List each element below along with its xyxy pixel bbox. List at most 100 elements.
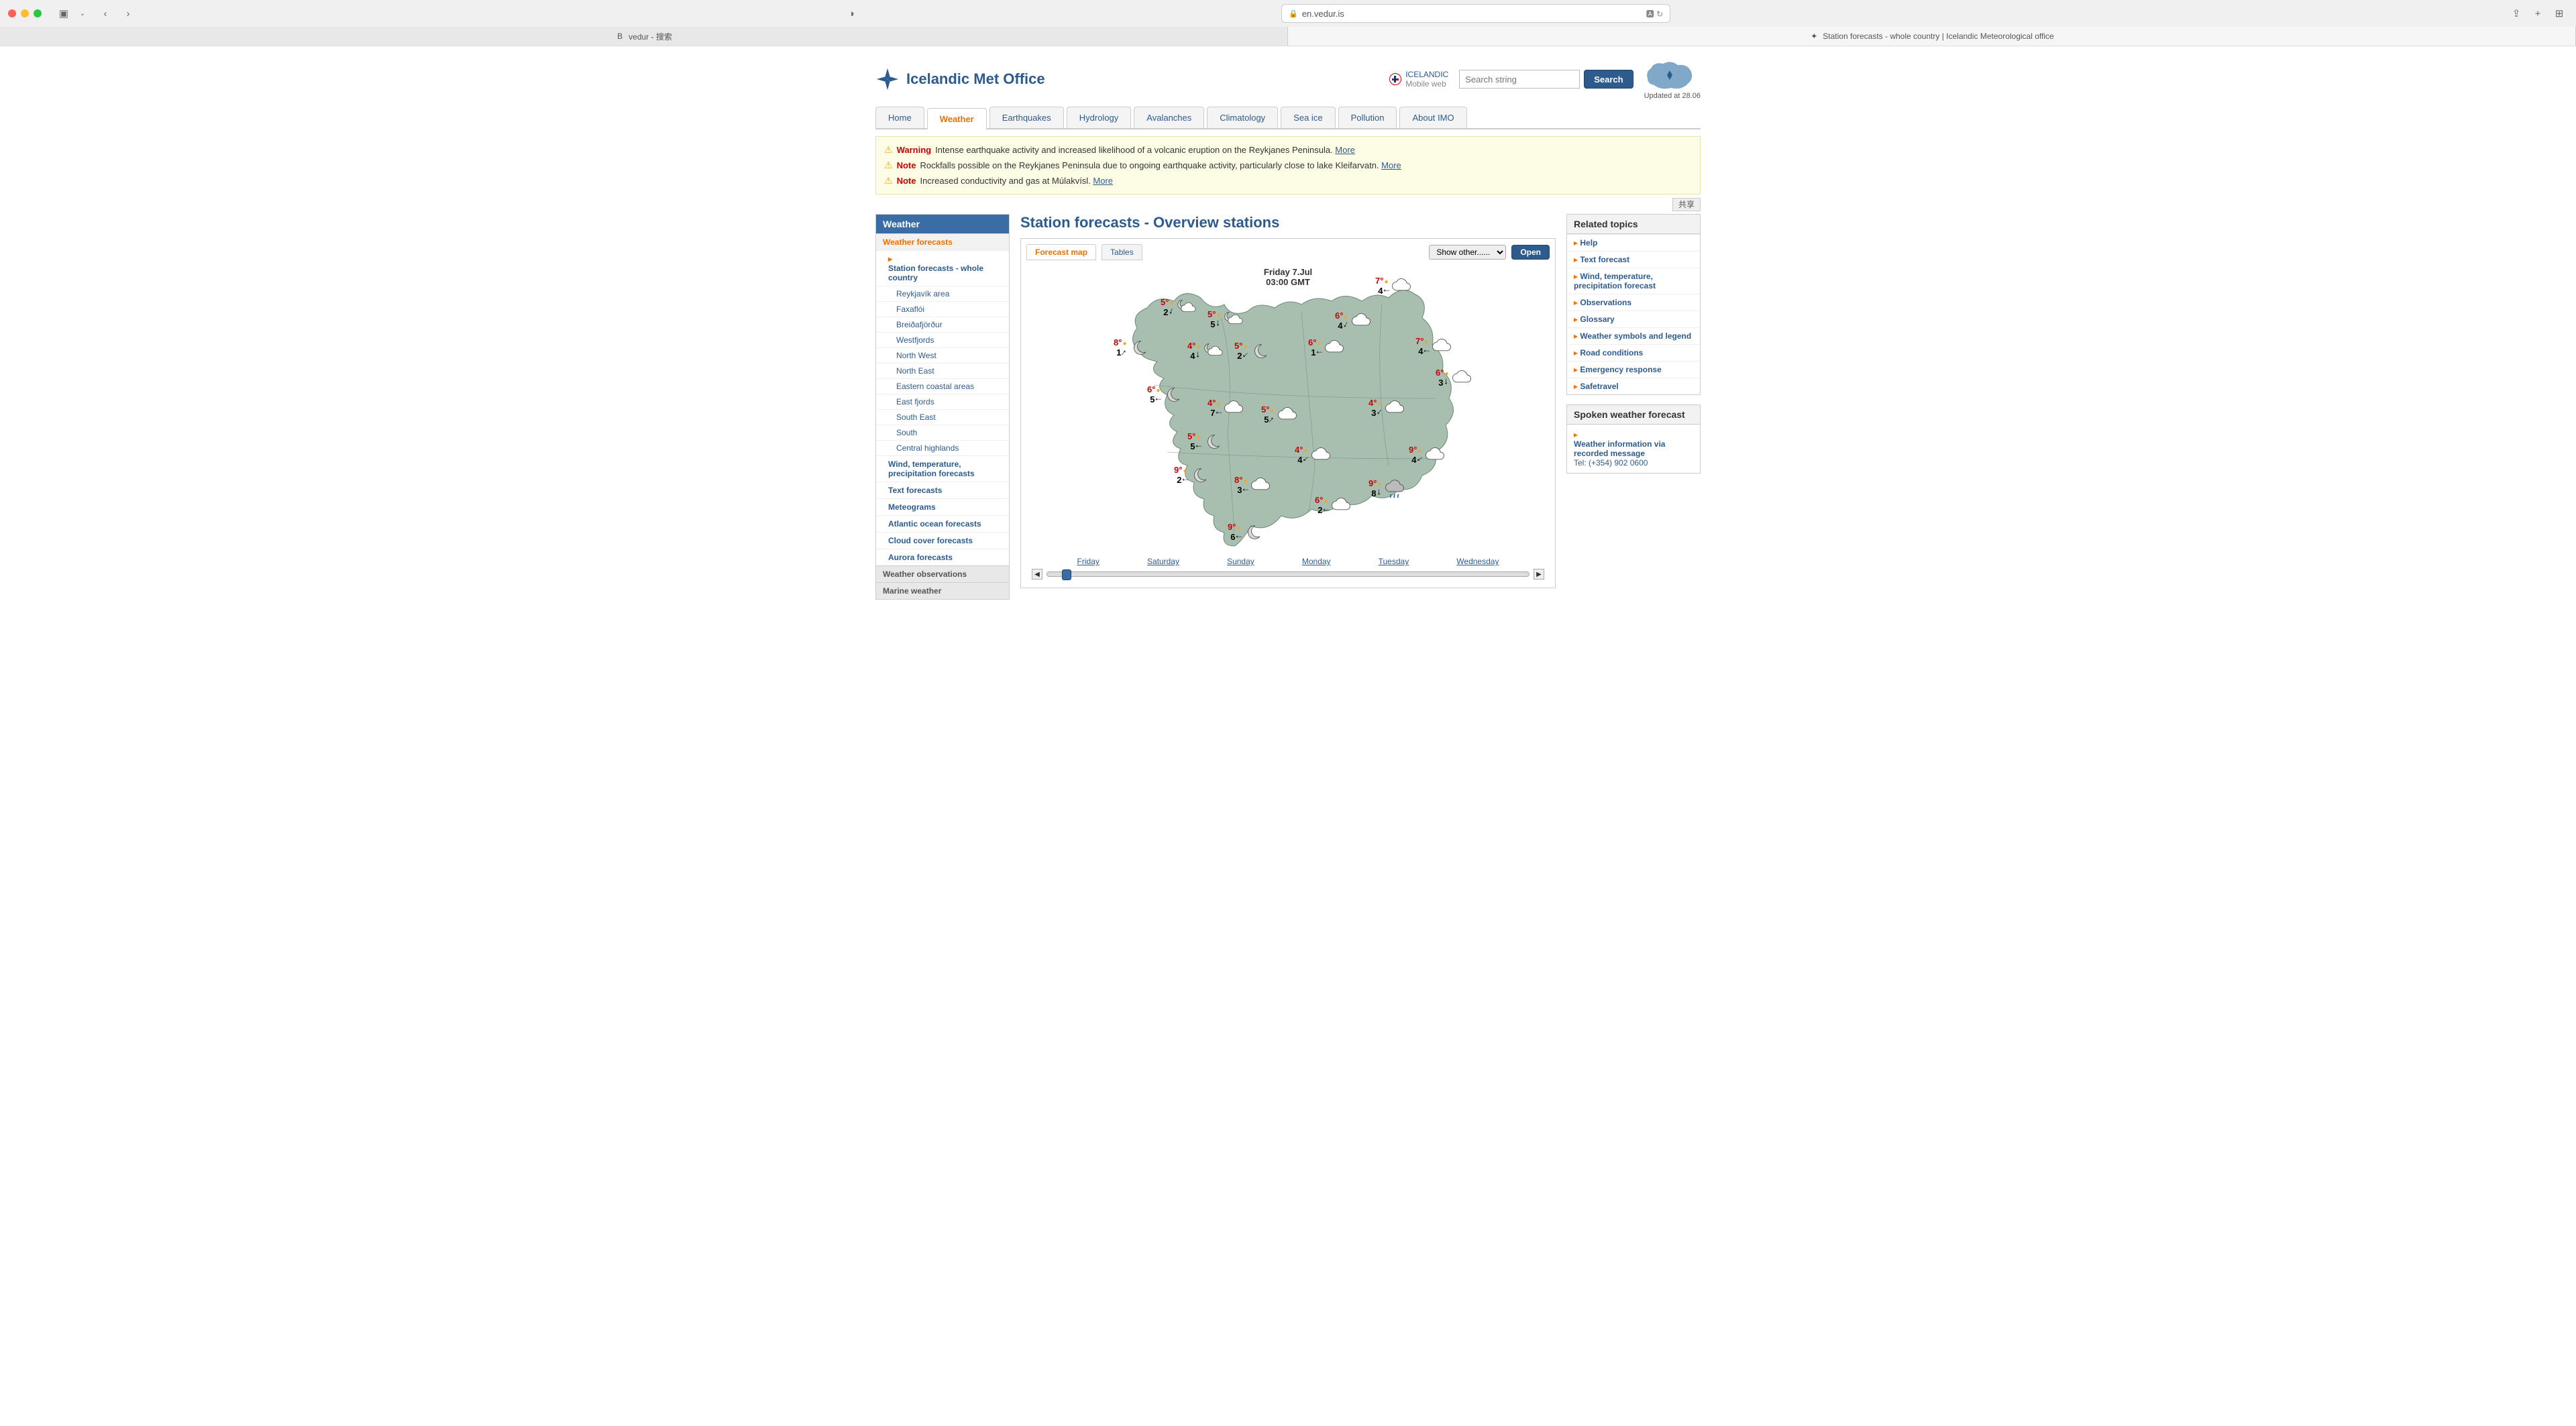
weather-station[interactable]: 5°● 2↑ (1234, 341, 1273, 360)
share-chip[interactable]: 共享 (1672, 198, 1701, 211)
mini-weather-map[interactable]: Updated at 28.06 (1644, 58, 1701, 100)
slider-thumb[interactable] (1062, 569, 1071, 580)
weather-station[interactable]: 5°● 5↑ (1208, 310, 1246, 329)
leftnav-item[interactable]: Eastern coastal areas (876, 378, 1009, 394)
leftnav-item[interactable]: South (876, 425, 1009, 440)
leftnav-item[interactable]: Faxaflói (876, 301, 1009, 317)
show-other-select[interactable]: Show other...... (1429, 245, 1506, 260)
day-link[interactable]: Saturday (1147, 557, 1179, 566)
leftnav-item[interactable]: Marine weather (876, 582, 1009, 599)
icelandic-link[interactable]: ICELANDIC (1405, 70, 1448, 79)
maximize-window-icon[interactable] (34, 9, 42, 17)
related-item[interactable]: Glossary (1567, 311, 1700, 327)
weather-station[interactable]: 4°● 3↑ (1368, 398, 1407, 417)
open-button[interactable]: Open (1511, 245, 1550, 260)
dropdown-chevron-icon[interactable]: ⌄ (74, 5, 91, 22)
leftnav-item[interactable]: Station forecasts - whole country (876, 250, 1009, 286)
close-window-icon[interactable] (8, 9, 16, 17)
day-link[interactable]: Monday (1302, 557, 1331, 566)
leftnav-item[interactable]: Central highlands (876, 440, 1009, 455)
weather-station[interactable]: 5°● 2↑ (1161, 298, 1199, 317)
weather-station[interactable]: 7°● 4↑ (1415, 337, 1454, 355)
alert-more-link[interactable]: More (1381, 160, 1401, 170)
shield-icon[interactable]: ◑ (843, 5, 860, 22)
alert-more-link[interactable]: More (1335, 145, 1355, 155)
leftnav-item[interactable]: Weather observations (876, 565, 1009, 582)
day-link[interactable]: Wednesday (1456, 557, 1499, 566)
minimize-window-icon[interactable] (21, 9, 29, 17)
weather-station[interactable]: 4°● 4↑ (1295, 445, 1333, 464)
leftnav-item[interactable]: Wind, temperature, precipitation forecas… (876, 455, 1009, 482)
forward-button[interactable]: › (119, 5, 137, 22)
weather-station[interactable]: 6°● 3↑ (1436, 368, 1474, 387)
translate-icon[interactable]: 🅰 ↻ (1646, 8, 1663, 19)
leftnav-item[interactable]: Cloud cover forecasts (876, 532, 1009, 549)
weather-station[interactable]: 6°● 5↑ (1147, 385, 1185, 404)
mainnav-item[interactable]: Hydrology (1067, 107, 1132, 128)
related-item[interactable]: Road conditions (1567, 344, 1700, 361)
tabs-overview-icon[interactable]: ⊞ (2551, 5, 2568, 22)
mainnav-item[interactable]: Pollution (1338, 107, 1397, 128)
language-switch[interactable]: ICELANDIC Mobile web (1389, 70, 1448, 89)
weather-station[interactable]: 8°● 1↑ (1114, 338, 1152, 357)
weather-station[interactable]: 7°● 4↑ (1375, 276, 1413, 295)
leftnav-item[interactable]: Reykjavík area (876, 286, 1009, 301)
day-link[interactable]: Sunday (1227, 557, 1254, 566)
mainnav-item[interactable]: Weather (927, 108, 987, 129)
slider-next-icon[interactable]: ▶ (1534, 569, 1544, 580)
weather-station[interactable]: 9°● 4↑ (1409, 445, 1447, 464)
leftnav-item[interactable]: Westfjords (876, 332, 1009, 347)
weather-station[interactable]: 8°● 3↑ (1234, 476, 1273, 494)
leftnav-item[interactable]: Meteograms (876, 498, 1009, 515)
mobile-web-link[interactable]: Mobile web (1405, 79, 1448, 89)
weather-station[interactable]: 5°● 5↑ (1187, 432, 1226, 451)
weather-station[interactable]: 6°● 4↑ (1335, 311, 1373, 330)
weather-station[interactable]: 6°● 2↑ (1315, 496, 1353, 514)
day-link[interactable]: Friday (1077, 557, 1099, 566)
leftnav-item[interactable]: East fjords (876, 394, 1009, 409)
weather-station[interactable]: 9°● 2↑ (1174, 465, 1212, 484)
weather-station[interactable]: 5°● 5↑ (1261, 405, 1299, 424)
back-button[interactable]: ‹ (97, 5, 114, 22)
spoken-info[interactable]: Weather information via recorded message… (1567, 425, 1700, 473)
related-item[interactable]: Help (1567, 234, 1700, 251)
slider-track[interactable] (1046, 571, 1529, 577)
leftnav-item[interactable]: Weather forecasts (876, 233, 1009, 250)
map-tab[interactable]: Tables (1102, 244, 1142, 260)
weather-station[interactable]: 9°● 6↑ (1228, 523, 1266, 541)
alert-more-link[interactable]: More (1093, 176, 1113, 186)
sidebar-toggle-icon[interactable]: ▣ (55, 5, 72, 22)
weather-station[interactable]: 6°● 1↑ (1308, 338, 1346, 357)
mainnav-item[interactable]: Avalanches (1134, 107, 1204, 128)
site-logo[interactable]: Icelandic Met Office (875, 67, 1045, 91)
address-bar[interactable]: 🔒 en.vedur.is 🅰 ↻ (1281, 4, 1670, 23)
related-item[interactable]: Weather symbols and legend (1567, 327, 1700, 344)
search-button[interactable]: Search (1584, 70, 1633, 89)
day-link[interactable]: Tuesday (1379, 557, 1409, 566)
weather-station[interactable]: 9°● 8↑ (1368, 479, 1407, 498)
mainnav-item[interactable]: Sea ice (1281, 107, 1335, 128)
mainnav-item[interactable]: About IMO (1399, 107, 1466, 128)
leftnav-item[interactable]: Breiðafjörður (876, 317, 1009, 332)
related-item[interactable]: Observations (1567, 294, 1700, 311)
time-slider[interactable]: ◀ ▶ (1026, 566, 1550, 582)
related-item[interactable]: Text forecast (1567, 251, 1700, 268)
leftnav-item[interactable]: Atlantic ocean forecasts (876, 515, 1009, 532)
leftnav-item[interactable]: North West (876, 347, 1009, 363)
related-item[interactable]: Wind, temperature, precipitation forecas… (1567, 268, 1700, 294)
share-icon[interactable]: ⇪ (2508, 5, 2525, 22)
mainnav-item[interactable]: Home (875, 107, 924, 128)
browser-tab[interactable]: ✦Station forecasts - whole country | Ice… (1288, 27, 2576, 46)
related-item[interactable]: Safetravel (1567, 378, 1700, 394)
mainnav-item[interactable]: Climatology (1207, 107, 1278, 128)
leftnav-item[interactable]: Aurora forecasts (876, 549, 1009, 565)
forecast-map[interactable]: Friday 7.Jul 03:00 GMT 5°● 2↑ 5°● 5↑ 8°●… (1100, 264, 1476, 553)
leftnav-item[interactable]: North East (876, 363, 1009, 378)
weather-station[interactable]: 4°● 7↑ (1208, 398, 1246, 417)
related-item[interactable]: Emergency response (1567, 361, 1700, 378)
mainnav-item[interactable]: Earthquakes (989, 107, 1064, 128)
weather-station[interactable]: 4°● 4↑ (1187, 341, 1226, 360)
slider-prev-icon[interactable]: ◀ (1032, 569, 1042, 580)
leftnav-item[interactable]: Text forecasts (876, 482, 1009, 498)
search-input[interactable] (1459, 70, 1580, 89)
